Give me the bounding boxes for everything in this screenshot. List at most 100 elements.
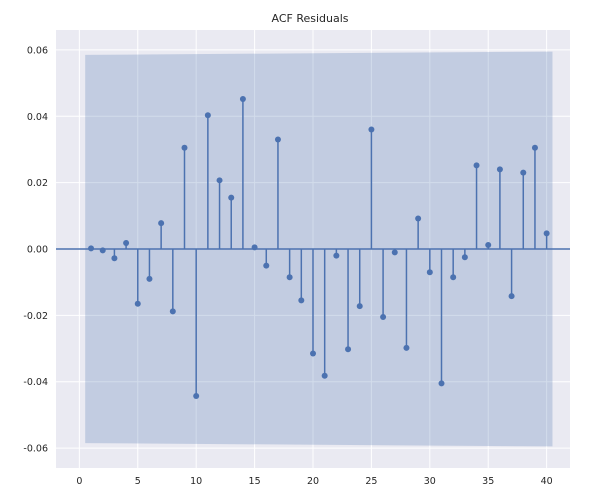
x-tick-label: 40 [541,476,553,487]
stem-marker [321,372,328,379]
acf-stem-lag-13 [228,194,235,249]
stem-marker [485,242,492,249]
acf-stem-lag-19 [298,249,305,304]
acf-stem-lag-25 [368,126,375,249]
acf-stem-lag-22 [333,249,340,259]
y-tick-label: -0.06 [23,444,48,455]
y-tick-label: -0.02 [23,311,48,322]
acf-stem-lag-40 [543,230,550,249]
acf-stem-lag-9 [181,144,188,249]
stem-marker [216,177,223,184]
stem-marker [345,346,352,353]
acf-stem-lag-37 [508,249,515,300]
acf-stem-lag-31 [438,249,445,387]
acf-stem-lag-1 [88,245,95,252]
stem-marker [403,344,410,351]
stem-marker [204,112,211,119]
acf-stem-lag-11 [204,112,211,249]
x-tick-label: 20 [307,476,319,487]
acf-stem-lag-21 [321,249,328,379]
stem-marker [274,136,281,143]
stem-marker [450,274,457,281]
stem-marker [310,350,316,357]
acf-stem-lag-35 [485,242,492,249]
y-tick-label: 0.02 [27,178,48,189]
acf-stem-lag-36 [496,166,503,249]
stem-marker [368,126,375,133]
acf-stem-lag-23 [345,249,352,353]
stem-marker [496,166,503,173]
stem-marker [158,220,165,227]
acf-stem-lag-2 [99,247,106,254]
acf-stem-lag-4 [123,240,130,249]
stem-marker [99,247,106,254]
acf-stem-lag-34 [473,162,480,249]
acf-stem-lag-28 [403,249,410,351]
stem-marker [263,262,270,269]
stem-marker [520,169,527,176]
acf-stem-lag-29 [415,215,422,249]
stem-marker [356,303,363,310]
stem-marker [181,144,188,151]
y-tick-label: 0.00 [27,245,48,256]
x-tick-label: 5 [135,476,141,487]
stem-marker [391,249,398,256]
stem-marker [415,215,422,222]
acf-stem-lag-27 [391,249,398,256]
stem-marker [228,194,235,201]
y-tick-label: -0.04 [23,377,48,388]
x-tick-label: 10 [190,476,202,487]
stem-marker [123,240,130,247]
acf-stem-lag-33 [461,249,468,261]
stem-marker [438,380,445,387]
stem-marker [193,392,200,399]
acf-stem-lag-17 [274,136,281,249]
y-axis-ticks: -0.06 -0.04 -0.02 0.00 0.02 0.04 0.06 [23,45,48,454]
acf-stem-lag-26 [380,249,387,321]
x-tick-label: 30 [424,476,436,487]
stem-marker [461,254,468,261]
y-tick-label: 0.06 [27,45,48,56]
acf-stem-lag-12 [216,177,223,249]
stem-marker [134,300,141,307]
stem-marker [239,96,246,103]
y-tick-label: 0.04 [27,112,48,123]
x-tick-label: 35 [482,476,494,487]
acf-stem-lag-14 [239,96,246,249]
acf-stem-lag-7 [158,220,165,249]
acf-stem-lag-38 [520,169,527,249]
acf-stem-lag-30 [426,249,433,276]
stem-marker [333,252,340,259]
x-tick-label: 25 [365,476,377,487]
stem-marker [531,144,538,151]
chart-title: ACF Residuals [271,12,348,25]
stem-marker [298,297,305,304]
acf-stem-lag-8 [169,249,176,315]
x-axis-ticks: 0 5 10 15 20 25 30 35 40 [76,476,552,487]
acf-stem-lag-15 [251,244,258,251]
stem-marker [286,274,293,281]
acf-stem-lag-32 [450,249,457,281]
x-tick-label: 15 [249,476,261,487]
stem-marker [543,230,550,237]
acf-stem-lag-24 [356,249,363,310]
stem-marker [146,275,153,282]
stem-marker [111,255,118,262]
acf-stem-lag-5 [134,249,141,307]
acf-stem-lag-39 [531,144,538,249]
stem-marker [380,314,387,321]
stem-marker [508,293,515,300]
acf-stem-lag-16 [263,249,270,269]
stem-marker [426,269,433,276]
stem-marker [169,308,176,315]
acf-stem-lag-10 [193,249,200,399]
x-tick-label: 0 [76,476,82,487]
stem-marker [251,244,258,251]
acf-stem-lag-6 [146,249,153,282]
stems [88,96,550,399]
stem-marker [473,162,480,169]
acf-stem-lag-18 [286,249,293,281]
acf-stem-lag-20 [310,249,316,357]
stem-marker [88,245,95,252]
